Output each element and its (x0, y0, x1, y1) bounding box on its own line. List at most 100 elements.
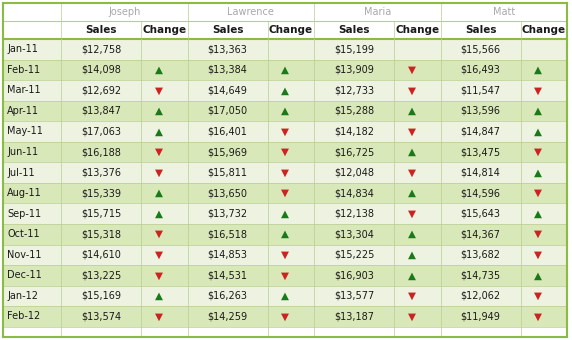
Bar (3, 286, 567, 306)
Text: $16,518: $16,518 (208, 229, 248, 239)
Text: $16,725: $16,725 (334, 147, 374, 157)
Text: $14,098: $14,098 (81, 65, 121, 75)
Text: ▼: ▼ (408, 168, 416, 177)
Text: Dec-11: Dec-11 (7, 270, 42, 280)
Text: ▼: ▼ (281, 311, 289, 321)
Text: Nov-11: Nov-11 (7, 250, 42, 260)
Text: $13,304: $13,304 (334, 229, 374, 239)
Bar (3, 101, 567, 121)
Text: $15,339: $15,339 (81, 188, 121, 198)
Text: $14,847: $14,847 (460, 126, 500, 136)
Text: $13,909: $13,909 (334, 65, 374, 75)
Text: ▲: ▲ (408, 188, 416, 198)
Text: Aug-11: Aug-11 (7, 188, 42, 198)
Text: ▲: ▲ (155, 291, 163, 301)
Text: Oct-11: Oct-11 (7, 229, 39, 239)
Text: $15,643: $15,643 (460, 209, 500, 219)
Text: Mar-11: Mar-11 (7, 85, 41, 96)
Text: $12,048: $12,048 (334, 168, 374, 177)
Text: ▼: ▼ (534, 291, 542, 301)
Text: ▲: ▲ (408, 147, 416, 157)
Text: $13,187: $13,187 (334, 311, 374, 321)
Text: Lawrence: Lawrence (227, 7, 274, 17)
Text: $13,225: $13,225 (81, 270, 121, 280)
Text: ▼: ▼ (155, 311, 163, 321)
Text: ▼: ▼ (281, 270, 289, 280)
Text: $12,062: $12,062 (460, 291, 500, 301)
Text: ▲: ▲ (281, 85, 289, 96)
Bar (3, 306, 567, 327)
Text: ▼: ▼ (534, 85, 542, 96)
Text: $15,969: $15,969 (208, 147, 248, 157)
Text: $14,259: $14,259 (208, 311, 248, 321)
Text: ▼: ▼ (281, 188, 289, 198)
Text: ▲: ▲ (155, 126, 163, 136)
Text: Jul-11: Jul-11 (7, 168, 35, 177)
Text: $17,063: $17,063 (81, 126, 121, 136)
Text: $14,367: $14,367 (460, 229, 500, 239)
Text: $16,188: $16,188 (81, 147, 121, 157)
Text: ▲: ▲ (155, 65, 163, 75)
Text: Sales: Sales (339, 25, 370, 35)
Text: ▼: ▼ (281, 147, 289, 157)
Text: $14,610: $14,610 (81, 250, 121, 260)
Bar (3, 265, 567, 286)
Text: ▼: ▼ (408, 209, 416, 219)
Text: ▼: ▼ (281, 250, 289, 260)
Bar (3, 3, 567, 21)
Text: $16,401: $16,401 (208, 126, 248, 136)
Text: $15,169: $15,169 (81, 291, 121, 301)
Text: ▲: ▲ (534, 65, 542, 75)
Text: ▼: ▼ (155, 270, 163, 280)
Bar (3, 183, 567, 203)
Text: ▲: ▲ (408, 106, 416, 116)
Text: ▼: ▼ (408, 126, 416, 136)
Text: ▲: ▲ (281, 209, 289, 219)
Text: ▼: ▼ (281, 168, 289, 177)
Text: Maria: Maria (364, 7, 391, 17)
Text: ▼: ▼ (281, 126, 289, 136)
Text: $12,733: $12,733 (334, 85, 374, 96)
Text: ▲: ▲ (281, 291, 289, 301)
Text: ▲: ▲ (534, 126, 542, 136)
Text: $12,138: $12,138 (334, 209, 374, 219)
Text: $14,596: $14,596 (460, 188, 500, 198)
Text: May-11: May-11 (7, 126, 43, 136)
Bar (3, 224, 567, 244)
Text: ▼: ▼ (155, 85, 163, 96)
Text: $13,596: $13,596 (460, 106, 500, 116)
Text: Feb-11: Feb-11 (7, 65, 40, 75)
Text: Sep-11: Sep-11 (7, 209, 41, 219)
Bar (3, 162, 567, 183)
Text: Jan-11: Jan-11 (7, 44, 38, 54)
Text: Feb-12: Feb-12 (7, 311, 40, 321)
Text: $17,050: $17,050 (208, 106, 248, 116)
Bar (3, 121, 567, 142)
Text: ▼: ▼ (155, 168, 163, 177)
Text: $12,692: $12,692 (81, 85, 121, 96)
Text: $13,682: $13,682 (460, 250, 500, 260)
Text: Change: Change (395, 25, 439, 35)
Text: $13,577: $13,577 (334, 291, 374, 301)
Text: ▲: ▲ (408, 270, 416, 280)
Text: ▼: ▼ (155, 147, 163, 157)
Bar (3, 244, 567, 265)
Text: $14,531: $14,531 (208, 270, 248, 280)
Text: $15,811: $15,811 (208, 168, 248, 177)
Text: ▲: ▲ (155, 106, 163, 116)
Bar (3, 21, 567, 39)
Text: Sales: Sales (85, 25, 117, 35)
Text: ▼: ▼ (155, 250, 163, 260)
Text: $13,384: $13,384 (208, 65, 248, 75)
Text: $16,263: $16,263 (208, 291, 248, 301)
Text: ▲: ▲ (534, 168, 542, 177)
Text: $13,650: $13,650 (208, 188, 248, 198)
Text: $15,715: $15,715 (81, 209, 121, 219)
Text: ▼: ▼ (408, 291, 416, 301)
Bar (3, 39, 567, 60)
Text: $16,493: $16,493 (460, 65, 500, 75)
Text: $14,649: $14,649 (208, 85, 248, 96)
Bar (3, 59, 567, 80)
Text: Change: Change (142, 25, 186, 35)
Text: ▼: ▼ (408, 85, 416, 96)
